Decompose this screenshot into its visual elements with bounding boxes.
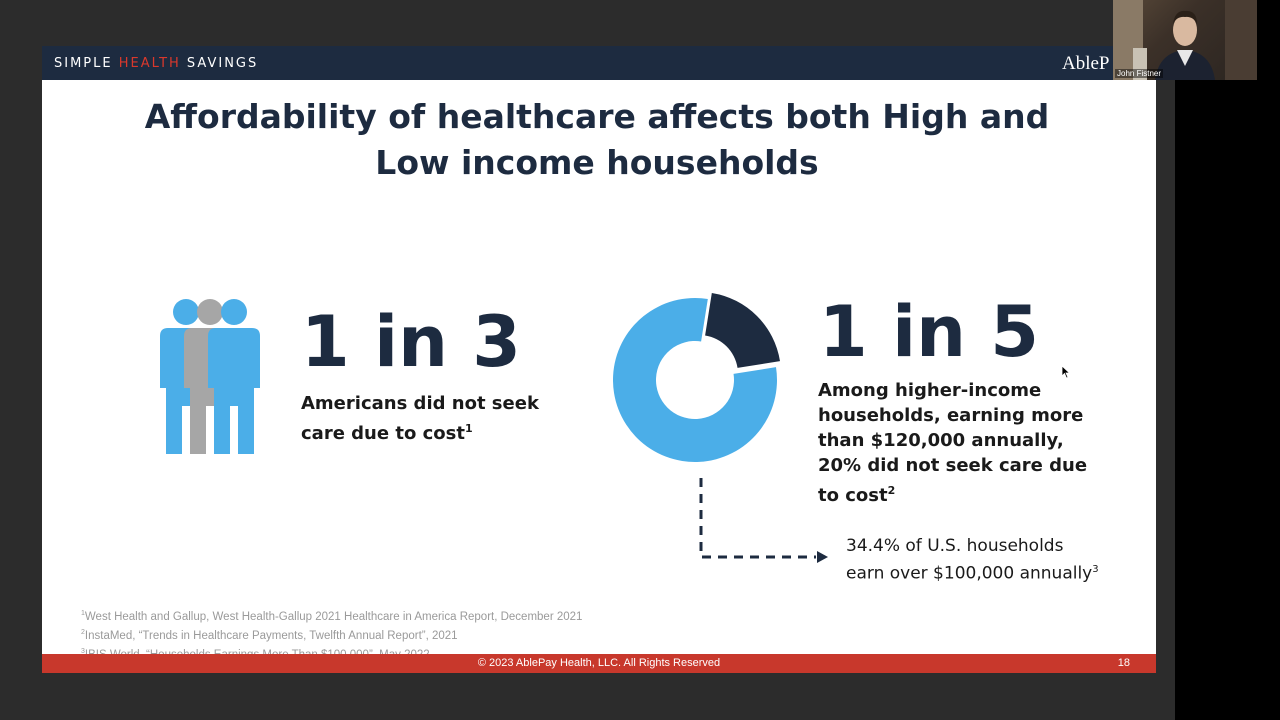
- footnote-ref-1: 1: [464, 422, 473, 435]
- stat-left-description: Americans did not seek care due to cost1: [301, 391, 571, 446]
- slide-header-bar: SIMPLE HEALTH SAVINGS AbleP: [42, 46, 1156, 80]
- right-panel-background: [1175, 0, 1280, 720]
- presentation-slide: SIMPLE HEALTH SAVINGS AbleP Affordabilit…: [42, 46, 1156, 673]
- brand-word-savings: SAVINGS: [180, 56, 259, 71]
- webcam-person-icon: [1113, 0, 1257, 80]
- stat-right-description: Among higher-income households, earning …: [818, 378, 1108, 508]
- footnote-2-number: 2: [81, 628, 85, 636]
- ablepay-logo: AbleP: [1062, 53, 1110, 74]
- footnote-3-number: 3: [81, 647, 85, 655]
- dashed-arrow-connector: [699, 478, 828, 563]
- webcam-video-tile[interactable]: John Fistner: [1113, 0, 1257, 80]
- brand-wordmark: SIMPLE HEALTH SAVINGS: [54, 56, 258, 71]
- household-income-note: 34.4% of U.S. households earn over $100,…: [846, 534, 1099, 586]
- note-line-2: earn over $100,000 annually: [846, 563, 1093, 584]
- stat-left-text: Americans did not seek care due to cost: [301, 393, 539, 444]
- brand-word-simple: SIMPLE: [54, 56, 119, 71]
- people-group-icon: [160, 299, 260, 454]
- footnote-2-text: InstaMed, “Trends in Healthcare Payments…: [84, 629, 458, 642]
- stat-right-text: Among higher-income households, earning …: [818, 380, 1088, 506]
- stat-one-in-five: 1 in 5: [819, 291, 1039, 373]
- mouse-cursor-icon: [1061, 365, 1071, 379]
- note-line-1: 34.4% of U.S. households: [846, 536, 1064, 556]
- footnote-1-number: 1: [81, 610, 85, 617]
- footnote-2: 2InstaMed, “Trends in Healthcare Payment…: [81, 625, 582, 644]
- footnote-1-text: West Health and Gallup, West Health-Gall…: [84, 610, 583, 623]
- footnote-1: 1West Health and Gallup, West Health-Gal…: [81, 606, 582, 625]
- participant-name-label: John Fistner: [1115, 69, 1164, 78]
- stat-one-in-three: 1 in 3: [301, 301, 521, 383]
- brand-word-health: HEALTH: [118, 56, 181, 71]
- donut-chart-icon: [613, 293, 780, 462]
- footnote-ref-3: 3: [1092, 564, 1099, 575]
- slide-footer-bar: © 2023 AblePay Health, LLC. All Rights R…: [42, 654, 1156, 673]
- copyright-text: © 2023 AblePay Health, LLC. All Rights R…: [477, 657, 721, 669]
- slide-title: Affordability of healthcare affects both…: [144, 97, 1050, 182]
- note-line-2-wrap: earn over $100,000 annually3: [846, 558, 1099, 586]
- footnote-ref-2: 2: [887, 484, 896, 497]
- slide-page-number: 18: [1117, 657, 1130, 669]
